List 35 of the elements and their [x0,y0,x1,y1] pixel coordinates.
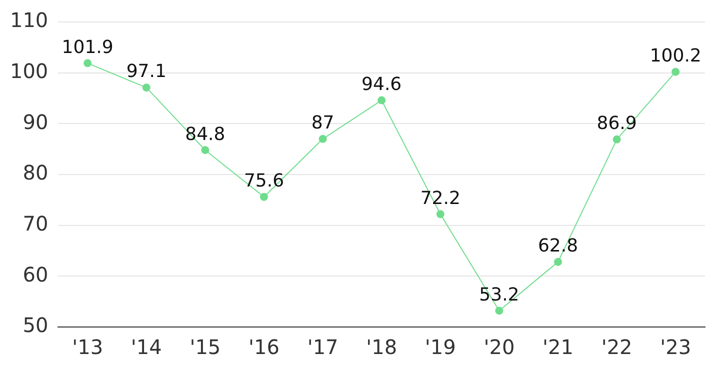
point [495,306,504,315]
x-tick-label: '22 [601,335,632,360]
point [612,135,621,144]
point [201,146,210,154]
data-label: 87 [311,112,334,134]
point [84,59,92,68]
point [554,258,562,266]
y-tick-label: 60 [22,262,48,286]
y-tick-label: 50 [22,313,48,338]
point [436,210,444,218]
point [378,96,386,104]
x-tick-label: '17 [307,335,338,360]
point [672,68,680,76]
y-tick-label: 100 [10,59,48,84]
x-tick-label: '23 [660,335,692,360]
point [318,134,327,143]
data-label: 100.2 [650,45,702,66]
y-tick-label: 80 [22,160,48,185]
data-label: 101.9 [62,36,114,58]
x-tick-label: '14 [130,335,162,360]
x-tick-label: '21 [542,335,574,360]
data-label: 94.6 [362,74,402,95]
y-tick-label: 70 [22,212,48,236]
point [142,84,150,92]
x-tick-label: '15 [190,335,221,360]
x-tick-label: '20 [484,335,515,360]
y-tick-label: 110 [10,8,48,32]
data-label: 97.1 [126,61,166,82]
y-tick-label: 90 [22,110,48,134]
x-tick-label: '18 [366,335,398,360]
point [260,192,268,201]
data-label: 75.6 [244,170,284,192]
x-tick-label: '19 [424,335,456,360]
x-tick-label: '16 [248,335,280,360]
x-tick-label: '13 [72,335,104,360]
